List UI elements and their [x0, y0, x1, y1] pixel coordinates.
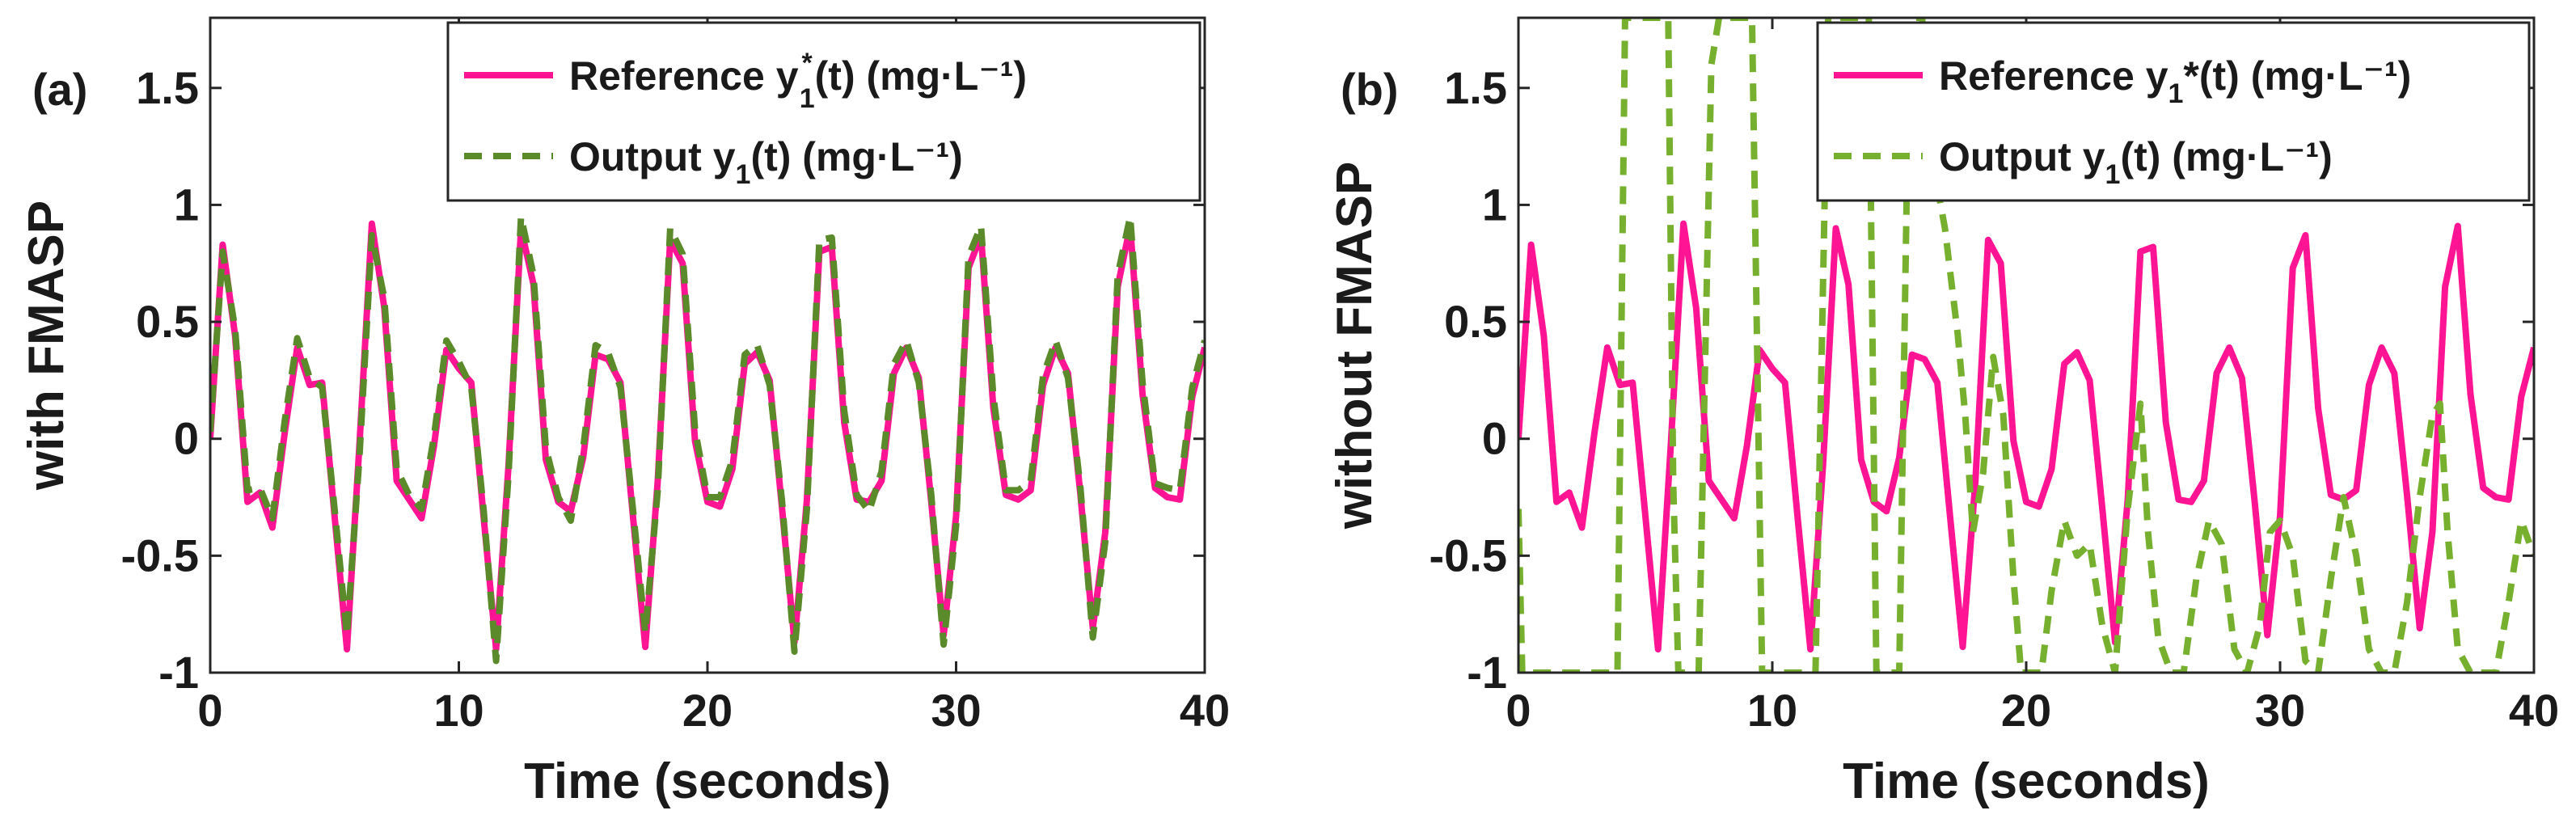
legend-entry-reference: Reference y * 1(t) (mg·L⁻¹): [569, 48, 1027, 114]
legend-entry-output: Output y1(t) (mg·L⁻¹): [569, 134, 963, 190]
reference-series-line: [1518, 220, 2534, 653]
x-tick-label: 10: [1747, 685, 1797, 736]
panel-label: (b): [1341, 64, 1399, 115]
y-tick-label: -0.5: [121, 530, 200, 580]
legend-box: [446, 21, 1201, 202]
x-tick-label: 40: [1180, 685, 1230, 736]
panel-b: 0 10 20 30 40 -1 -0.5 0 0.5 1 1.5 Time (seconds) wit…: [1327, 16, 2559, 809]
legend-box: [1816, 21, 2531, 202]
legend: Reference y * 1(t) (mg·L⁻¹) Output y1(t) (m…: [446, 21, 1201, 202]
legend-entry-output: Output y1(t) (mg·L⁻¹): [1939, 134, 2333, 190]
plot-area: [210, 213, 1205, 665]
y-tick-label: -0.5: [1429, 530, 1508, 580]
reference-series-line: [210, 220, 1205, 653]
y-tick-label: -1: [1467, 647, 1507, 698]
legend: Reference y1*(t) (mg·L⁻¹) Output y1(t) (m…: [1816, 21, 2531, 202]
x-tick-label: 40: [2509, 685, 2559, 736]
x-tick-label: 0: [197, 685, 222, 736]
y-tick-label: 1.5: [1444, 62, 1507, 113]
output-series-line: [1518, 18, 2534, 673]
x-tick-label: 10: [433, 685, 484, 736]
x-tick-label: 0: [1505, 685, 1531, 736]
plot-area: [1518, 18, 2534, 673]
y-axis-label: with FMASP: [19, 201, 74, 491]
y-tick-label: -1: [158, 647, 199, 698]
y-tick-label: 1: [174, 179, 199, 230]
panel-label: (a): [32, 64, 87, 115]
y-tick-label: 1.5: [136, 62, 199, 113]
x-tick-label: 30: [931, 685, 981, 736]
output-series-line: [210, 213, 1205, 665]
y-axis-label: without FMASP: [1327, 162, 1383, 530]
y-tick-label: 0: [1482, 413, 1507, 464]
y-tick-label: 1: [1482, 179, 1507, 230]
legend-entry-reference: Reference y1*(t) (mg·L⁻¹): [1939, 53, 2411, 109]
y-tick-label: 0: [174, 413, 199, 464]
y-tick-label: 0.5: [1444, 296, 1507, 347]
y-tick-label: 0.5: [136, 296, 199, 347]
x-axis-label: Time (seconds): [524, 753, 891, 809]
x-axis-label: Time (seconds): [1843, 753, 2210, 809]
x-tick-label: 20: [2001, 685, 2051, 736]
panel-a: 0 10 20 30 40 -1 -0.5 0 0.5 1 1.5 Time (seconds) wit…: [19, 16, 1230, 809]
x-tick-label: 20: [682, 685, 733, 736]
x-tick-label: 30: [2255, 685, 2305, 736]
